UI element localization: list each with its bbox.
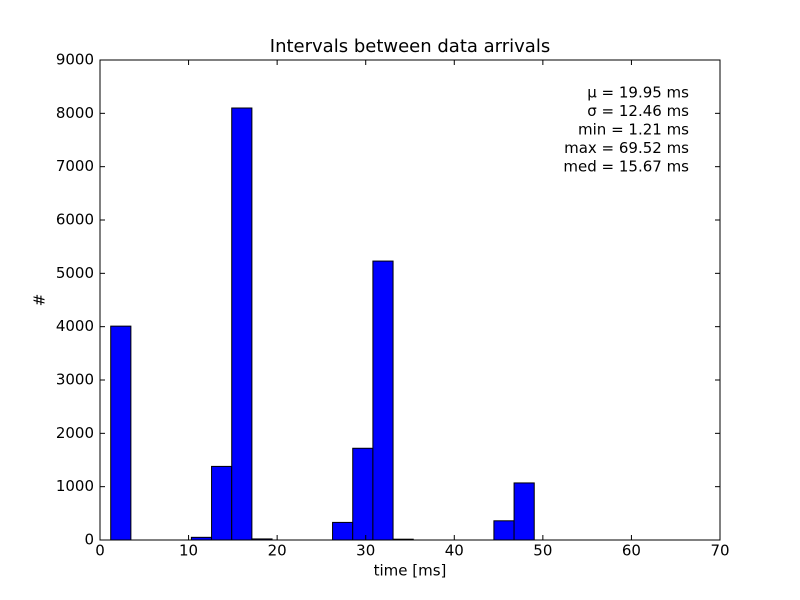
x-tick-label: 50 — [533, 542, 552, 560]
y-tick-label: 9000 — [56, 51, 94, 69]
chart-title: Intervals between data arrivals — [270, 36, 550, 57]
bar — [352, 447, 374, 541]
stats-annotation: med = 15.67 ms — [563, 158, 689, 176]
y-tick-label: 1000 — [56, 477, 94, 495]
x-tick-label: 30 — [356, 542, 375, 560]
bar — [332, 521, 354, 541]
stats-annotation: min = 1.21 ms — [578, 121, 689, 139]
y-tick-label: 4000 — [56, 317, 94, 335]
stats-annotation: μ = 19.95 ms — [587, 84, 689, 102]
x-tick-label: 60 — [622, 542, 641, 560]
y-tick-label: 8000 — [56, 104, 94, 122]
x-tick-label: 10 — [179, 542, 198, 560]
y-tick-label: 5000 — [56, 264, 94, 282]
y-tick-label: 3000 — [56, 371, 94, 389]
stats-annotation: σ = 12.46 ms — [587, 102, 689, 120]
y-axis-label: # — [31, 294, 49, 307]
x-tick-label: 40 — [445, 542, 464, 560]
y-tick-label: 6000 — [56, 211, 94, 229]
y-tick-label: 7000 — [56, 157, 94, 175]
bar — [513, 482, 535, 541]
bar — [231, 107, 253, 541]
x-tick-label: 0 — [95, 542, 105, 560]
bar — [211, 465, 233, 541]
x-tick-label: 70 — [710, 542, 729, 560]
stats-annotation: max = 69.52 ms — [564, 139, 689, 157]
y-tick-label: 2000 — [56, 424, 94, 442]
bar — [372, 260, 394, 541]
bar — [493, 520, 515, 541]
y-tick-label: 0 — [84, 531, 94, 549]
bar — [110, 325, 132, 541]
x-axis-label: time [ms] — [374, 562, 447, 580]
x-tick-label: 20 — [268, 542, 287, 560]
plot-frame — [99, 59, 721, 541]
